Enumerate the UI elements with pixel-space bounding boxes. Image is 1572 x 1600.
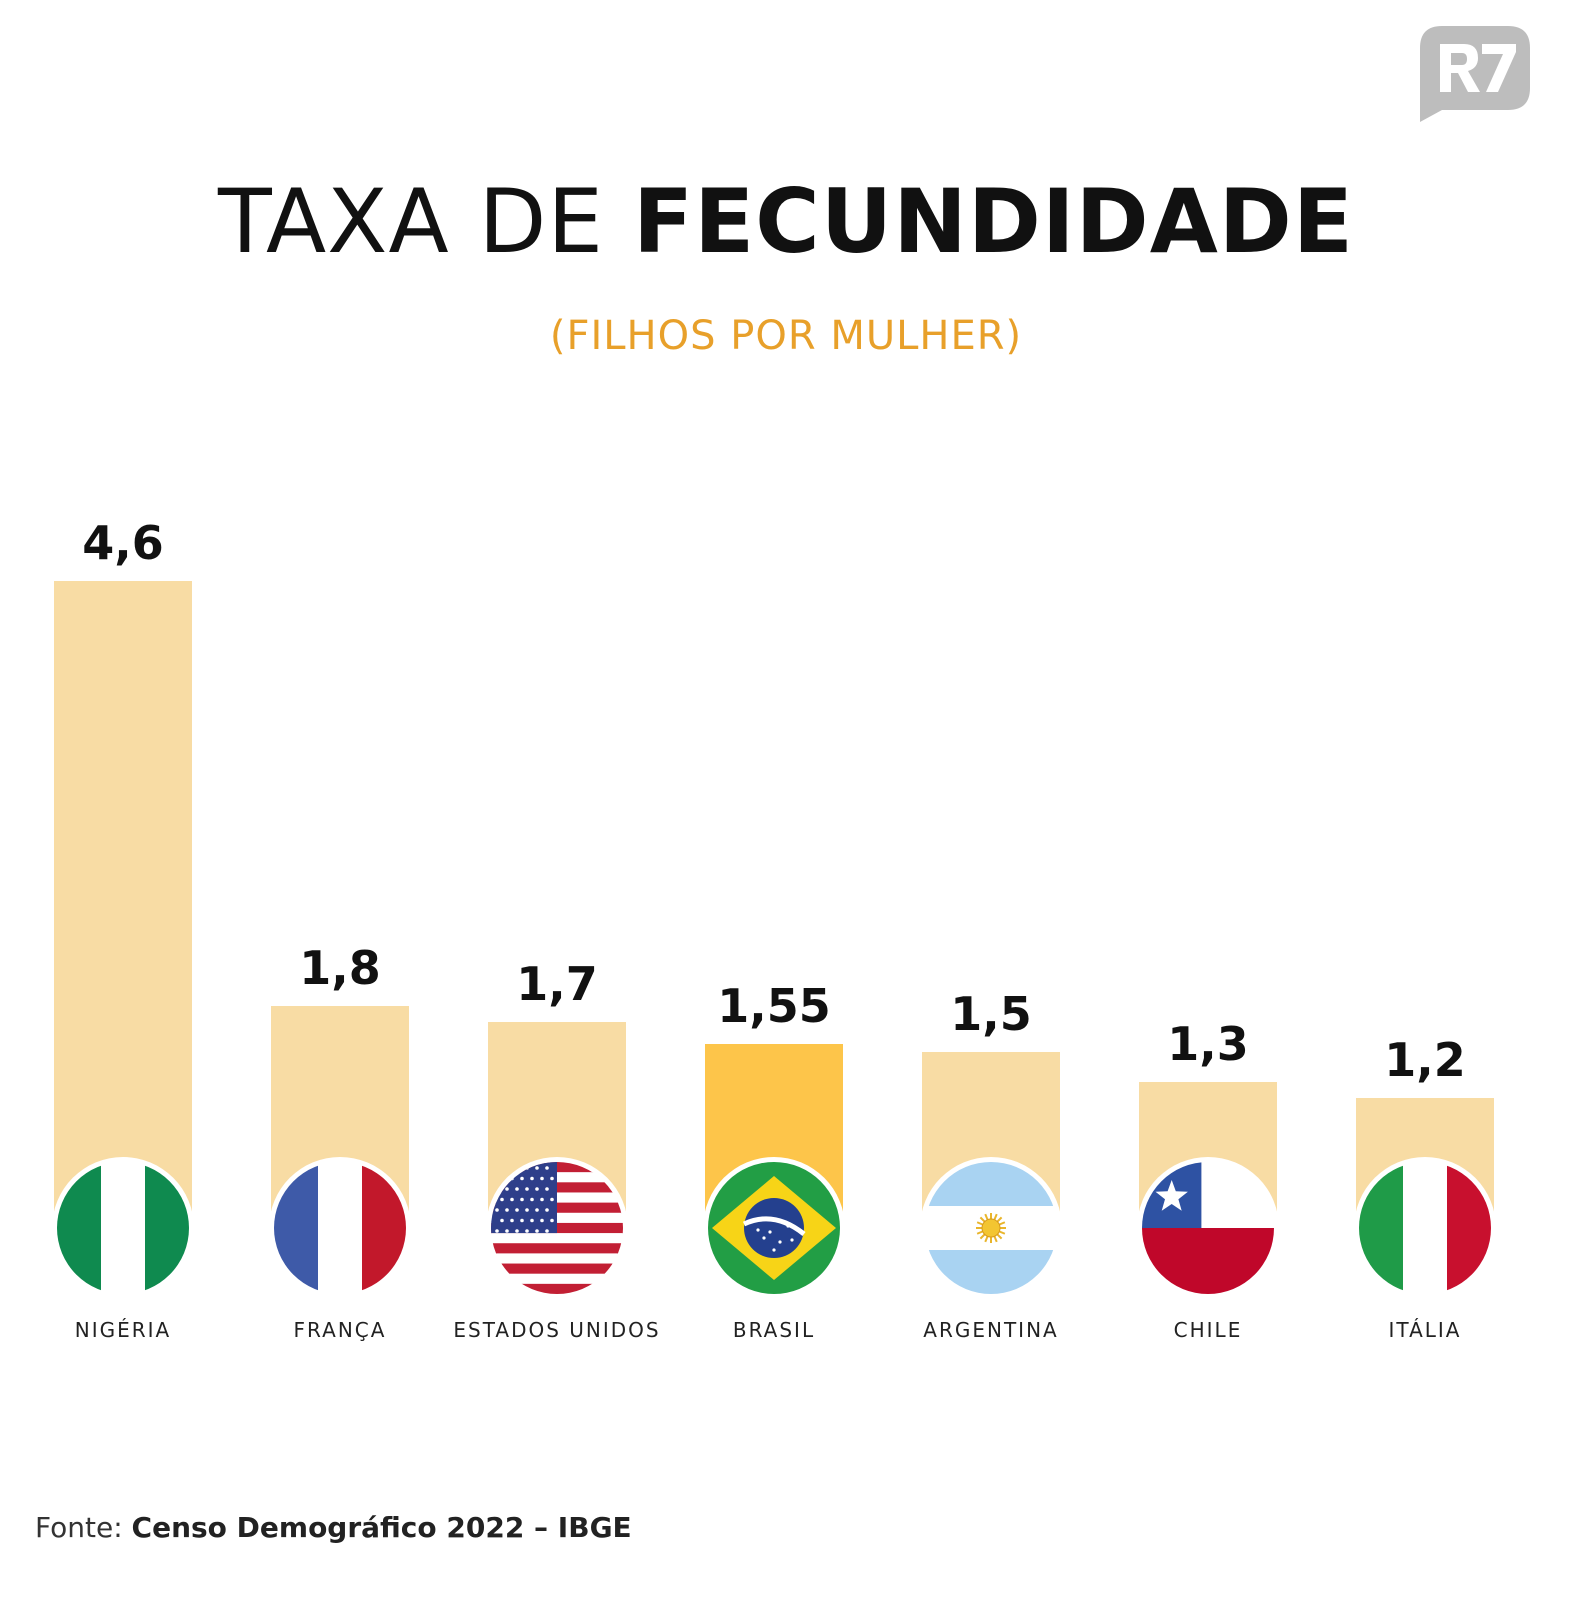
bar-nigeria: [54, 581, 192, 1220]
value-label-nigeria: 4,6: [82, 516, 164, 570]
category-label-italia: ITÁLIA: [1389, 1318, 1462, 1342]
value-label-brasil: 1,55: [717, 979, 831, 1033]
value-label-argentina: 1,5: [950, 987, 1032, 1041]
brazil-flag-icon: [703, 1157, 845, 1299]
r7-logo: [1420, 26, 1530, 122]
value-label-chile: 1,3: [1167, 1017, 1249, 1071]
category-label-estados-unidos: ESTADOS UNIDOS: [453, 1318, 660, 1342]
usa-flag-icon: [486, 1157, 628, 1299]
source-value: Censo Demográfico 2022 – IBGE: [131, 1511, 632, 1544]
category-label-nigeria: NIGÉRIA: [75, 1318, 171, 1342]
italy-flag-icon: [1354, 1157, 1496, 1299]
value-label-italia: 1,2: [1384, 1033, 1466, 1087]
value-label-franca: 1,8: [299, 941, 381, 995]
category-label-chile: CHILE: [1174, 1318, 1243, 1342]
chart-title: TAXA DE FECUNDIDADE: [0, 172, 1572, 272]
category-label-argentina: ARGENTINA: [923, 1318, 1058, 1342]
source-label: Fonte:: [35, 1511, 132, 1544]
source-note: Fonte: Censo Demográfico 2022 – IBGE: [35, 1510, 632, 1546]
nigeria-flag-icon: [52, 1157, 194, 1299]
title-light: TAXA DE: [218, 170, 633, 273]
chile-flag-icon: [1137, 1157, 1279, 1299]
argentina-flag-icon: [920, 1157, 1062, 1299]
france-flag-icon: [269, 1157, 411, 1299]
value-label-estados-unidos: 1,7: [516, 957, 598, 1011]
chart-subtitle: (FILHOS POR MULHER): [549, 313, 1023, 359]
category-label-brasil: BRASIL: [733, 1318, 815, 1342]
category-label-franca: FRANÇA: [294, 1318, 387, 1342]
title-bold: FECUNDIDADE: [632, 170, 1354, 273]
